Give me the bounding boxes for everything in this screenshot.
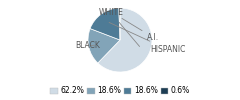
Legend: 62.2%, 18.6%, 18.6%, 0.6%: 62.2%, 18.6%, 18.6%, 0.6% [49, 86, 191, 96]
Wedge shape [90, 8, 120, 40]
Wedge shape [88, 29, 120, 63]
Wedge shape [98, 8, 152, 72]
Text: A.I.: A.I. [122, 18, 159, 42]
Wedge shape [119, 8, 120, 40]
Text: HISPANIC: HISPANIC [109, 22, 186, 54]
Text: WHITE: WHITE [99, 8, 140, 46]
Text: BLACK: BLACK [75, 41, 100, 50]
